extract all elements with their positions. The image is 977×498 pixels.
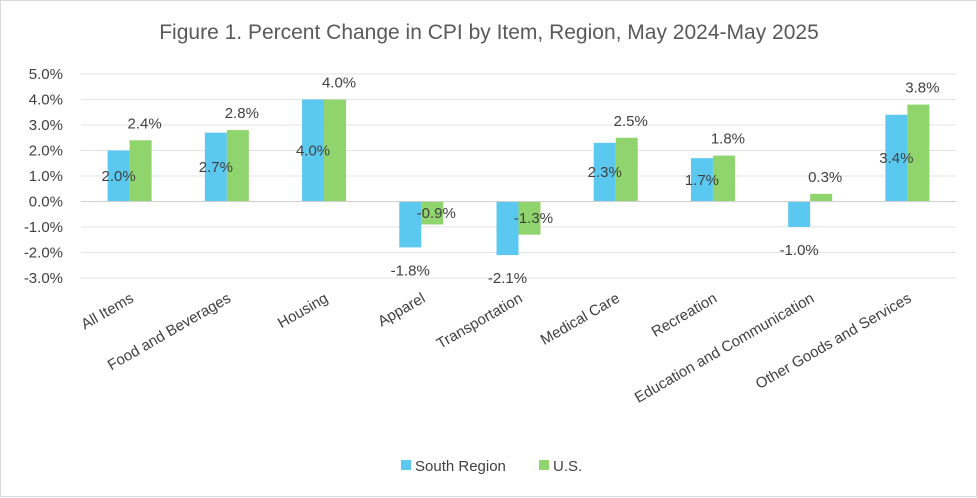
bar-south-region	[204, 132, 227, 202]
category-label: Education and Communication	[632, 290, 817, 407]
bar-us	[907, 104, 930, 202]
y-tick-label: 1.0%	[29, 168, 63, 185]
data-label-us: 4.0%	[322, 75, 356, 92]
legend-label: South Region	[415, 458, 506, 475]
category-label: Other Goods and Services	[753, 290, 915, 393]
bar-south-region	[788, 201, 811, 227]
category-label: All Items	[78, 290, 136, 333]
y-tick-label: 3.0%	[29, 117, 63, 134]
category-label: Transportation	[434, 290, 526, 353]
y-tick-label: -1.0%	[24, 219, 63, 236]
axis-layer: 5.0% 4.0% 3.0% 2.0% 1.0% 0.0% -1.0% -2.0% -3.0% A…	[24, 66, 956, 407]
bar-us	[518, 201, 541, 235]
data-label-south-region: 2.0%	[102, 168, 136, 185]
y-tick-label: 0.0%	[29, 194, 63, 211]
y-tick-label: -2.0%	[24, 245, 63, 262]
data-label-us: 2.8%	[225, 105, 259, 122]
category-label: Recreation	[649, 290, 720, 341]
bar-us	[615, 137, 638, 202]
bar-us	[226, 130, 249, 202]
data-label-south-region: 2.3%	[588, 164, 622, 181]
data-label-us: 0.3%	[808, 169, 842, 186]
data-label-us: 2.4%	[128, 115, 162, 132]
bars-layer	[107, 99, 930, 256]
data-label-south-region: -1.8%	[391, 262, 430, 279]
data-label-south-region: 2.7%	[199, 159, 233, 176]
data-label-south-region: -1.0%	[780, 242, 819, 259]
legend-swatch-us	[539, 460, 549, 470]
bar-us	[810, 193, 833, 202]
bar-us	[421, 201, 444, 225]
data-label-us: 2.5%	[614, 113, 648, 130]
y-tick-label: 2.0%	[29, 143, 63, 160]
bar-south-region	[593, 142, 616, 202]
data-label-us: 1.8%	[711, 131, 745, 148]
chart-title: Figure 1. Percent Change in CPI by Item,…	[159, 21, 819, 44]
data-label-south-region: -2.1%	[488, 270, 527, 287]
legend-label: U.S.	[553, 458, 582, 475]
bar-us	[712, 155, 735, 202]
data-label-us: 3.8%	[905, 80, 939, 97]
data-label-us: -1.3%	[514, 210, 553, 227]
y-tick-label: -3.0%	[24, 270, 63, 287]
data-label-south-region: 3.4%	[879, 150, 913, 167]
legend: South Region U.S.	[401, 458, 582, 475]
data-label-south-region: 1.7%	[685, 172, 719, 189]
bar-south-region	[302, 99, 325, 202]
category-label: Medical Care	[538, 290, 623, 349]
bar-us	[129, 140, 152, 202]
data-label-south-region: 4.0%	[296, 143, 330, 160]
data-label-us: -0.9%	[417, 205, 456, 222]
bar-south-region	[690, 158, 713, 202]
bar-south-region	[496, 201, 519, 256]
bar-south-region	[107, 150, 130, 202]
bar-south-region	[399, 201, 422, 248]
y-tick-label: 5.0%	[29, 66, 63, 83]
labels-layer: 2.0% 2.4% 2.7% 2.8% 4.0% 4.0% -1.8% -0.9% -2.1% -…	[102, 75, 940, 288]
legend-swatch-south-region	[401, 460, 411, 470]
category-label: Housing	[275, 290, 331, 332]
y-tick-label: 4.0%	[29, 92, 63, 109]
bar-south-region	[885, 114, 908, 202]
bar-us	[324, 99, 347, 202]
category-label: Apparel	[375, 290, 428, 331]
